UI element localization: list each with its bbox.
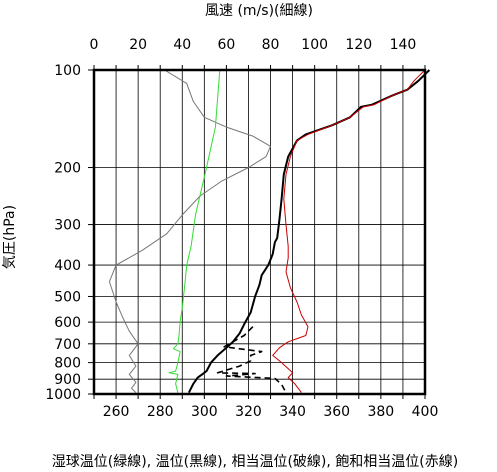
tick-label-p400: 400: [54, 258, 81, 274]
bottom-tick-label-320: 320: [235, 404, 262, 420]
series-wet_bulb_theta: [168, 69, 221, 393]
top-tick-label-0: 0: [90, 37, 99, 53]
series-wind: [108, 69, 271, 393]
tick-label-p100: 100: [54, 63, 81, 79]
tick-label-p800: 800: [54, 356, 81, 372]
bottom-tick-label-260: 260: [103, 404, 130, 420]
plot-frame: [88, 65, 427, 399]
top-tick-label-40: 40: [173, 37, 191, 53]
top-tick-label-60: 60: [217, 37, 235, 53]
series-layer: [108, 69, 431, 394]
top-tick-label-20: 20: [129, 37, 147, 53]
left-axis-label: 気圧(hPa): [2, 205, 18, 269]
grid-lines: [94, 69, 425, 395]
top-tick-label-140: 140: [390, 37, 417, 53]
tick-label-p1000: 1000: [45, 387, 81, 403]
top-axis-label: 風速 (m/s)(細線): [205, 3, 313, 19]
bottom-tick-label-380: 380: [367, 404, 394, 420]
top-tick-label-80: 80: [262, 37, 280, 53]
bottom-tick-label-400: 400: [412, 404, 439, 420]
series-theta: [188, 69, 431, 394]
top-tick-label-100: 100: [301, 37, 328, 53]
series-theta_e: [216, 326, 287, 393]
tick-label-p300: 300: [54, 218, 81, 234]
tick-label-p600: 600: [54, 315, 81, 331]
bottom-axis-label: 湿球温位(緑線), 温位(黒線), 相当温位(破線), 飽和相当温位(赤線): [52, 453, 458, 470]
bottom-tick-label-340: 340: [279, 404, 306, 420]
bottom-tick-label-360: 360: [323, 404, 350, 420]
tick-label-p700: 700: [54, 337, 81, 353]
tick-label-p900: 900: [54, 372, 81, 388]
top-tick-label-120: 120: [345, 37, 372, 53]
bottom-tick-label-300: 300: [191, 404, 218, 420]
bottom-tick-label-280: 280: [147, 404, 174, 420]
plot-border: [92, 68, 427, 396]
tick-label-p500: 500: [54, 289, 81, 305]
tick-label-p200: 200: [54, 161, 81, 177]
series-theta_es: [272, 69, 426, 393]
